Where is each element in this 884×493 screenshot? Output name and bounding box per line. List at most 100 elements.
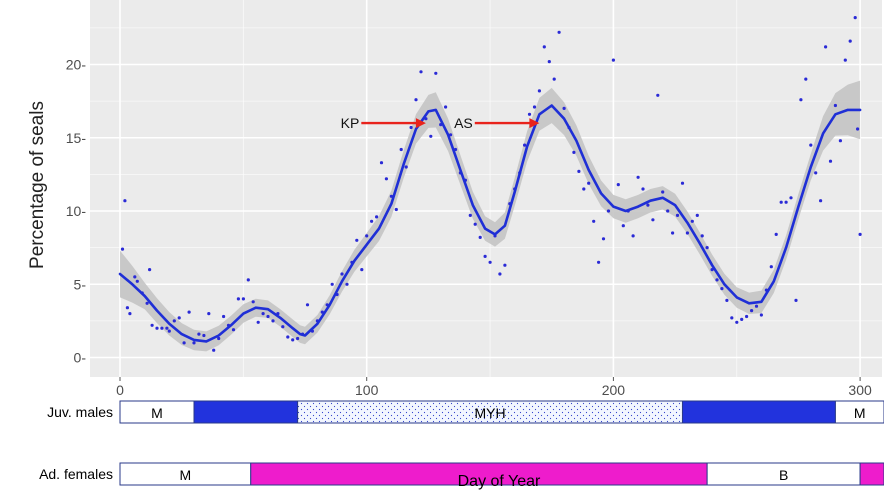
- x-tick-label: 200: [602, 382, 626, 398]
- data-point: [444, 105, 448, 109]
- y-tick-label: 5-: [74, 276, 87, 292]
- data-point: [611, 58, 616, 62]
- data-point: [725, 298, 729, 302]
- data-point: [804, 77, 808, 81]
- data-point: [488, 260, 492, 264]
- data-point: [843, 58, 847, 62]
- data-point: [814, 171, 818, 175]
- data-point: [671, 231, 675, 235]
- data-point: [241, 297, 245, 301]
- data-point: [286, 335, 290, 339]
- data-point: [853, 16, 857, 20]
- data-point: [217, 336, 221, 341]
- data-point: [695, 213, 699, 217]
- data-point: [468, 213, 472, 217]
- data-point: [404, 165, 408, 169]
- bar-row-label: Juv. males: [47, 404, 113, 420]
- data-point: [172, 319, 176, 323]
- annotation-arrow-head: [415, 118, 426, 129]
- data-point: [601, 237, 606, 241]
- data-point: [355, 238, 359, 242]
- data-point: [547, 60, 551, 64]
- data-point: [120, 247, 125, 251]
- data-point: [532, 105, 537, 109]
- bar-row-label: Ad. females: [39, 466, 113, 482]
- bar-segment-label: M: [180, 467, 192, 483]
- data-point: [745, 314, 749, 319]
- data-point: [769, 265, 773, 269]
- data-point: [222, 314, 226, 319]
- data-point: [523, 143, 527, 147]
- annotation-label: AS: [454, 115, 473, 131]
- data-point: [291, 338, 295, 342]
- data-point: [123, 199, 127, 203]
- data-point: [828, 159, 833, 163]
- data-point: [856, 127, 860, 131]
- data-point: [799, 98, 803, 102]
- data-point: [266, 314, 270, 319]
- data-point: [177, 316, 181, 320]
- data-point: [375, 215, 379, 219]
- x-axis-title: Day of Year: [458, 473, 541, 490]
- bar-segment-label: B: [779, 467, 788, 483]
- smooth-curve-layer: [118, 104, 862, 343]
- data-point: [414, 98, 418, 102]
- y-tick-label: 0-: [74, 350, 87, 366]
- data-point: [735, 320, 739, 324]
- data-point: [379, 161, 384, 165]
- seasonal-bars: Juv. males M MYH M Ad. females M B: [39, 400, 884, 486]
- x-tick-label: 0: [116, 382, 124, 398]
- data-point: [212, 348, 216, 352]
- data-point: [503, 263, 507, 267]
- data-point: [192, 341, 196, 345]
- data-point: [705, 246, 709, 250]
- data-point: [384, 177, 388, 181]
- data-point: [202, 333, 206, 338]
- data-point: [305, 303, 310, 307]
- data-point: [148, 268, 152, 272]
- x-axis-ticks: 0 100 200 300: [116, 377, 872, 398]
- data-point: [360, 268, 364, 272]
- data-point: [789, 196, 793, 200]
- data-point: [231, 328, 236, 332]
- data-point: [720, 287, 724, 291]
- data-point: [592, 219, 596, 223]
- data-point: [330, 282, 334, 286]
- data-point: [125, 306, 129, 310]
- data-point: [150, 323, 154, 327]
- x-tick-label: 300: [848, 382, 872, 398]
- y-axis-ticks: 0- 5- 10- 15- 20-: [66, 57, 87, 366]
- data-point: [271, 319, 275, 323]
- data-point: [838, 139, 843, 143]
- data-point: [774, 232, 778, 236]
- data-point: [606, 209, 611, 213]
- data-point: [449, 133, 453, 137]
- minor-gridlines: [90, 0, 882, 377]
- data-point: [779, 200, 783, 204]
- data-point: [784, 200, 788, 204]
- data-point: [133, 275, 137, 279]
- bar-segment-label: M: [854, 405, 866, 421]
- major-gridlines: [90, 0, 882, 377]
- data-point: [542, 45, 546, 49]
- data-point: [794, 298, 798, 302]
- y-tick-label: 10-: [66, 203, 87, 219]
- bar-segment-label: MYH: [474, 405, 505, 421]
- annotation-layer: KP AS: [341, 115, 540, 131]
- data-point: [340, 272, 344, 276]
- data-point: [848, 39, 852, 43]
- data-point: [197, 332, 201, 336]
- bar-segment-label: M: [151, 405, 163, 421]
- data-point: [167, 329, 171, 333]
- annotation-arrow-head: [529, 118, 540, 129]
- data-point: [155, 326, 159, 330]
- data-point: [675, 213, 680, 217]
- data-point: [207, 312, 211, 316]
- data-point: [680, 181, 685, 185]
- data-point: [145, 301, 149, 305]
- data-point: [399, 147, 403, 152]
- data-point: [661, 190, 665, 194]
- data-point: [394, 207, 398, 212]
- data-point: [715, 278, 719, 282]
- data-point: [641, 187, 645, 191]
